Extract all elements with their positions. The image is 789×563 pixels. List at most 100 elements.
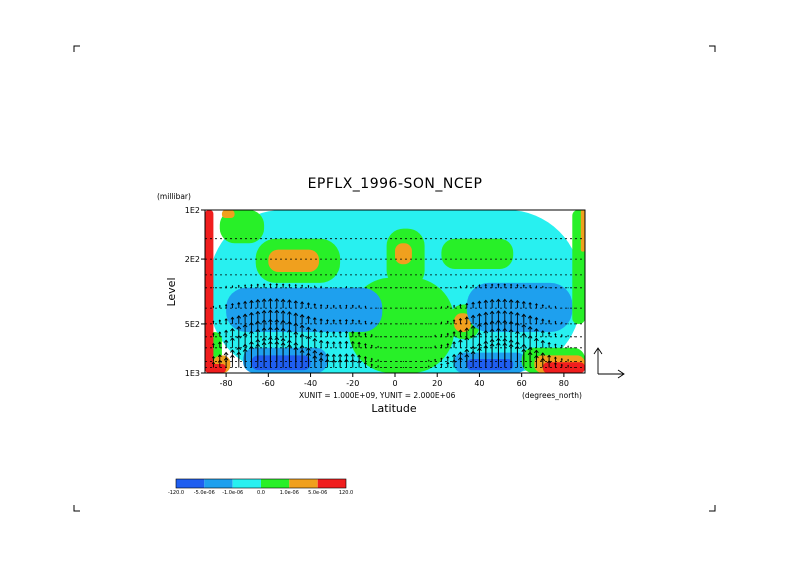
flux-vector-213 xyxy=(402,336,404,338)
flux-vector-112 xyxy=(314,285,316,288)
flux-vector-113 xyxy=(313,303,317,309)
flux-vector-293 xyxy=(470,350,476,368)
flux-vector-134 xyxy=(332,304,335,309)
flux-vector-6 xyxy=(211,361,216,368)
x-tick-label-8: 80 xyxy=(559,379,569,388)
y-tick-label-2: 5E2 xyxy=(185,320,200,329)
flux-vector-242 xyxy=(428,347,430,349)
flux-vector-200 xyxy=(390,347,392,349)
flux-vector-3 xyxy=(212,332,215,337)
flux-vector-5 xyxy=(211,355,215,362)
colorbar-label-3: 0.0 xyxy=(257,490,265,496)
flux-vector-247 xyxy=(434,323,436,325)
flux-vector-384 xyxy=(554,362,557,368)
flux-vector-224 xyxy=(415,287,417,289)
flux-vector-243 xyxy=(428,359,430,362)
field-region-25 xyxy=(580,210,585,252)
flux-vector-205 xyxy=(396,323,398,325)
flux-vector-27 xyxy=(230,354,235,368)
flux-vector-394 xyxy=(567,323,569,325)
flux-vector-193 xyxy=(383,347,385,349)
flux-vector-143 xyxy=(338,330,342,337)
flux-vector-174 xyxy=(363,361,367,368)
flux-vector-232 xyxy=(421,307,423,309)
flux-vector-281 xyxy=(465,302,469,309)
colorbar-label-1: -5.0e-06 xyxy=(194,490,215,496)
flux-vector-122 xyxy=(319,329,323,337)
flux-vector-268 xyxy=(452,319,456,324)
flux-vector-189 xyxy=(383,287,385,289)
flux-vector-315 xyxy=(497,283,500,288)
flux-vector-359 xyxy=(534,316,539,324)
flux-vector-295 xyxy=(477,300,482,309)
flux-vector-182 xyxy=(377,287,379,289)
flux-vector-217 xyxy=(409,287,411,289)
flux-vector-55 xyxy=(255,343,261,368)
flux-vector-192 xyxy=(383,336,385,338)
flux-vector-222 xyxy=(409,361,411,362)
flux-vector-263 xyxy=(446,342,450,348)
flux-vector-238 xyxy=(428,287,430,289)
flux-vector-218 xyxy=(409,307,411,309)
flux-vector-180 xyxy=(370,357,373,362)
colorbar-swatch-5 xyxy=(317,479,346,488)
flux-vector-127 xyxy=(326,304,329,309)
flux-vector-57 xyxy=(261,298,267,309)
flux-vector-154 xyxy=(352,287,354,289)
flux-vector-71 xyxy=(274,298,280,309)
flux-vector-402 xyxy=(573,336,575,338)
flux-vector-396 xyxy=(567,345,569,348)
flux-vector-129 xyxy=(325,330,330,337)
flux-vector-397 xyxy=(567,358,569,362)
flux-vector-215 xyxy=(402,361,404,362)
flux-vector-8 xyxy=(218,304,221,309)
colorbar-label-2: -1.0e-06 xyxy=(222,490,243,496)
flux-vector-379 xyxy=(554,305,557,309)
flux-vector-342 xyxy=(515,345,520,368)
flux-vector-350 xyxy=(529,284,532,288)
flux-vector-261 xyxy=(446,320,449,324)
flux-vector-393 xyxy=(567,307,569,309)
flux-vector-198 xyxy=(390,323,392,325)
flux-vector-257 xyxy=(440,357,443,362)
flux-vector-98 xyxy=(301,284,304,288)
flux-vector-405 xyxy=(573,367,575,368)
flux-vector-287 xyxy=(472,284,475,288)
flux-vector-371 xyxy=(548,287,550,289)
flux-vector-377 xyxy=(547,360,552,368)
flux-vector-14 xyxy=(225,285,227,288)
flux-vector-267 xyxy=(453,304,456,309)
field-region-22 xyxy=(542,362,585,373)
flux-vector-390 xyxy=(560,358,563,362)
flux-vector-126 xyxy=(326,287,328,289)
flux-vector-381 xyxy=(554,333,557,337)
flux-vector-354 xyxy=(527,335,533,348)
flux-vector-370 xyxy=(540,357,546,368)
flux-vector-344 xyxy=(521,300,526,309)
colorbar-label-4: 1.0e-06 xyxy=(280,490,299,496)
flux-vector-343 xyxy=(522,284,525,288)
flux-vector-307 xyxy=(483,344,489,368)
flux-vector-163 xyxy=(357,319,361,324)
field-region-23 xyxy=(205,210,214,373)
flux-vector-10 xyxy=(218,331,222,337)
flux-vector-190 xyxy=(383,307,385,309)
flux-vector-91 xyxy=(294,283,297,288)
flux-vector-356 xyxy=(527,351,533,368)
vector-unit-note: XUNIT = 1.000E+09, YUNIT = 2.000E+06 xyxy=(299,391,456,400)
flux-vector-135 xyxy=(332,319,336,324)
flux-vector-373 xyxy=(547,319,551,324)
flux-vector-123 xyxy=(318,339,324,348)
flux-vector-329 xyxy=(509,283,513,288)
flux-vector-266 xyxy=(453,287,455,289)
flux-vector-249 xyxy=(434,345,436,348)
flux-vector-322 xyxy=(503,283,507,288)
flux-vector-99 xyxy=(300,301,304,309)
flux-vector-22 xyxy=(231,302,234,309)
flux-vector-30 xyxy=(236,315,242,324)
flux-vector-274 xyxy=(459,303,462,309)
chart-title: EPFLX_1996-SON_NCEP xyxy=(308,176,483,192)
flux-vector-336 xyxy=(516,283,519,288)
flux-vector-209 xyxy=(396,367,398,368)
